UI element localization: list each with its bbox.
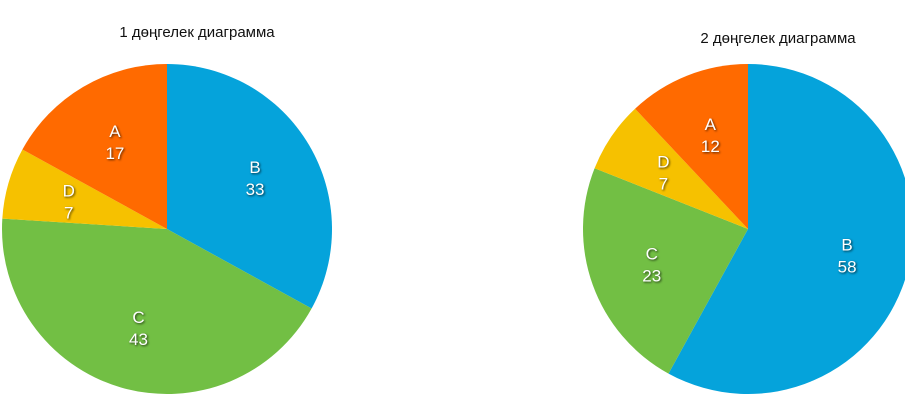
slice-value: 43 bbox=[129, 330, 148, 349]
slice-value: 58 bbox=[838, 257, 857, 276]
chart-title: 2 дөңгелек диаграмма bbox=[700, 30, 856, 47]
slice-category: B bbox=[249, 158, 260, 177]
slice-value: 7 bbox=[659, 174, 668, 193]
slice-category: B bbox=[841, 235, 852, 254]
chart-title: 1 дөңгелек диаграмма bbox=[119, 24, 275, 41]
slice-category: C bbox=[132, 308, 144, 327]
slice-category: A bbox=[109, 122, 121, 141]
slice-category: C bbox=[646, 245, 658, 264]
slice-value: 7 bbox=[64, 203, 73, 222]
slice-category: A bbox=[705, 115, 717, 134]
pie-slice bbox=[668, 64, 905, 394]
slice-category: D bbox=[657, 152, 669, 171]
slice-value: 33 bbox=[246, 180, 265, 199]
pie-slice bbox=[167, 64, 332, 309]
slice-value: 23 bbox=[642, 267, 661, 286]
slice-category: D bbox=[63, 181, 75, 200]
pie-slice bbox=[1, 218, 312, 394]
slice-value: 17 bbox=[105, 144, 124, 163]
pie-slice bbox=[22, 64, 168, 229]
pie-slice bbox=[594, 108, 748, 229]
slice-value: 12 bbox=[701, 137, 720, 156]
pie-slice bbox=[2, 149, 167, 229]
pie-slice bbox=[635, 63, 748, 229]
pie-slice bbox=[583, 168, 748, 374]
